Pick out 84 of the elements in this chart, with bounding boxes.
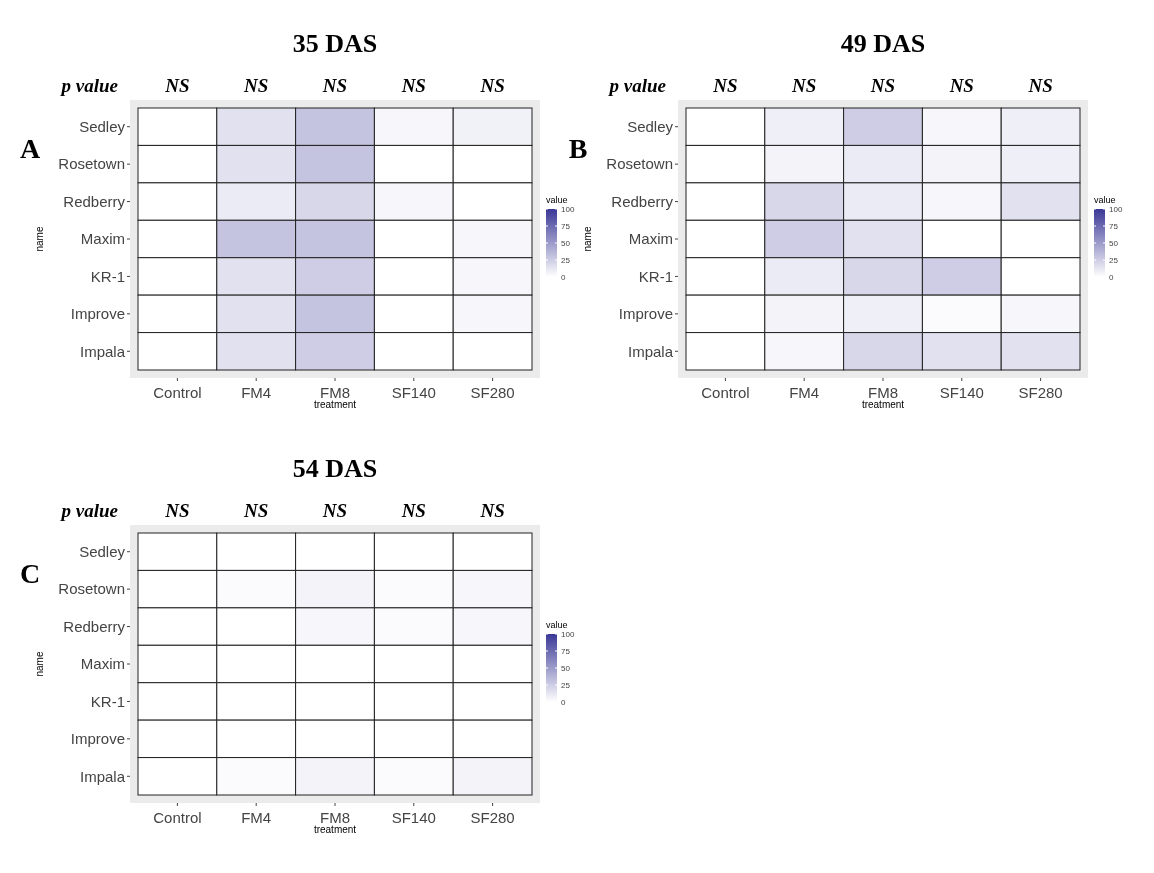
y-tick-label: KR-1	[90, 692, 125, 710]
x-axis-title: treatment	[313, 824, 357, 835]
color-bar-label: 0	[1109, 272, 1114, 282]
x-tick-label: SF280	[470, 809, 515, 826]
y-tick-label: Redberry	[63, 617, 126, 635]
x-tick-label: Control	[153, 384, 202, 401]
x-tick-label: FM8	[320, 384, 350, 401]
color-bar-label: 100	[561, 629, 575, 639]
text: p value	[59, 500, 119, 521]
y-tick-label: KR-1	[638, 267, 673, 285]
y-tick-label: Rosetown	[58, 155, 125, 173]
color-bar-label: 25	[561, 255, 571, 265]
text: NS	[869, 75, 896, 96]
text: p value	[607, 75, 667, 96]
text: NS	[400, 500, 426, 521]
x-tick-label: FM4	[241, 384, 272, 401]
y-tick-label: Maxim	[80, 230, 125, 248]
y-tick-label: Impala	[79, 767, 126, 785]
y-tick-label: Redberry	[611, 192, 674, 210]
text: C	[19, 558, 41, 589]
text: NS	[321, 500, 348, 521]
y-tick-label: Impala	[627, 342, 674, 360]
y-tick-label: Sedley	[79, 542, 126, 560]
y-tick-label: Sedley	[627, 117, 674, 135]
x-tick-label: Control	[153, 809, 202, 826]
text: p value	[59, 75, 119, 96]
x-tick-label: FM4	[789, 384, 820, 401]
color-bar-label: 0	[561, 697, 566, 707]
y-axis-title: name	[34, 226, 45, 252]
text: NS	[479, 500, 505, 521]
text: NS	[479, 75, 505, 96]
color-bar-label: 50	[1109, 238, 1119, 248]
text: NS	[321, 75, 348, 96]
y-tick-label: Sedley	[79, 117, 126, 135]
color-bar-label: 25	[1109, 255, 1119, 265]
color-bar-title: value	[1094, 195, 1116, 205]
text: NS	[712, 75, 738, 96]
x-tick-label: Control	[701, 384, 750, 401]
y-axis-title: name	[582, 226, 593, 252]
y-tick-label: Improve	[70, 730, 125, 748]
color-bar-title: value	[546, 195, 568, 205]
y-tick-label: Improve	[618, 305, 673, 323]
y-tick-label: Maxim	[628, 230, 673, 248]
x-tick-label: SF280	[470, 384, 515, 401]
color-bar-label: 25	[561, 680, 571, 690]
x-tick-label: FM8	[868, 384, 898, 401]
x-tick-label: SF280	[1018, 384, 1063, 401]
text: B	[568, 133, 588, 164]
x-tick-label: SF140	[939, 384, 984, 401]
color-bar-label: 0	[561, 272, 566, 282]
x-tick-label: SF140	[391, 384, 436, 401]
text: NS	[1027, 75, 1053, 96]
color-bar-label: 100	[561, 204, 575, 214]
color-bar-label: 50	[561, 663, 571, 673]
y-tick-label: Improve	[70, 305, 125, 323]
text: A	[19, 133, 41, 164]
color-bar-label: 75	[561, 221, 571, 231]
color-bar-title: value	[546, 620, 568, 630]
y-tick-label: KR-1	[90, 267, 125, 285]
chart-title: 49 DAS	[840, 29, 926, 58]
y-tick-label: Maxim	[80, 655, 125, 673]
x-axis-title: treatment	[313, 399, 357, 410]
x-tick-label: SF140	[391, 809, 436, 826]
color-bar-label: 50	[561, 238, 571, 248]
text: NS	[164, 500, 190, 521]
chart-title: 35 DAS	[292, 29, 378, 58]
text: NS	[400, 75, 426, 96]
color-bar-label: 100	[1109, 204, 1123, 214]
y-tick-label: Impala	[79, 342, 126, 360]
y-tick-label: Redberry	[63, 192, 126, 210]
color-bar-label: 75	[561, 646, 571, 656]
text: NS	[791, 75, 817, 96]
text: NS	[948, 75, 974, 96]
y-axis-title: name	[34, 651, 45, 677]
text: NS	[243, 75, 269, 96]
text: NS	[164, 75, 190, 96]
x-axis-title: treatment	[861, 399, 905, 410]
y-tick-label: Rosetown	[58, 580, 125, 598]
text: NS	[243, 500, 269, 521]
chart-title: 54 DAS	[292, 454, 378, 483]
y-tick-label: Rosetown	[606, 155, 673, 173]
color-bar-label: 75	[1109, 221, 1119, 231]
x-tick-label: FM4	[241, 809, 272, 826]
x-tick-label: FM8	[320, 809, 350, 826]
